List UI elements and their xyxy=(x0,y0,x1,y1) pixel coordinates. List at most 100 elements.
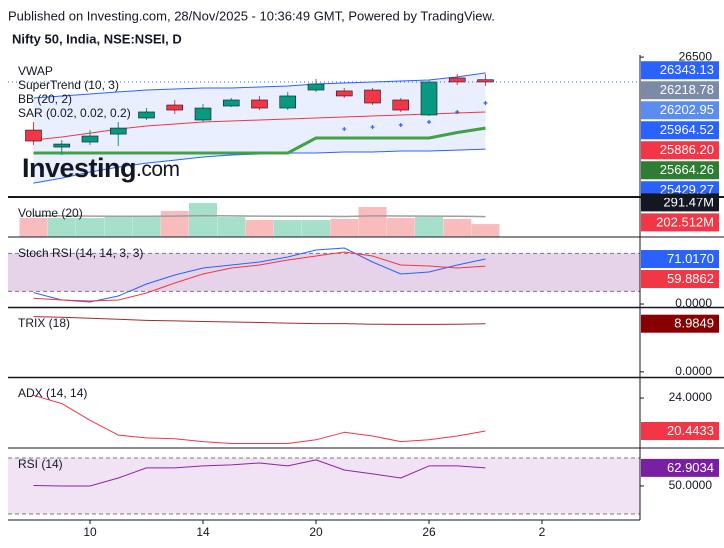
price-label: 71.0170 xyxy=(667,251,714,266)
band-fill xyxy=(8,253,640,292)
price-label: 59.8862 xyxy=(667,271,714,286)
price-label: 25664.26 xyxy=(660,162,714,177)
logo-text: Investing xyxy=(22,153,136,183)
price-label: 26202.95 xyxy=(660,102,714,117)
candle-body xyxy=(138,111,155,119)
volume-bar xyxy=(104,217,133,237)
sar-dot xyxy=(398,123,403,128)
volume-bar xyxy=(132,217,161,237)
price-label: 26343.13 xyxy=(660,62,714,77)
supertrend-line xyxy=(33,126,486,155)
band-fill xyxy=(8,457,640,514)
volume-bar xyxy=(302,220,330,237)
price-label: 202.512M xyxy=(656,214,714,229)
candle-body xyxy=(194,107,212,121)
legend-label: BB (20, 2) xyxy=(18,92,72,106)
x-tick-label: 26 xyxy=(422,525,436,539)
indicator-line xyxy=(33,316,486,325)
published-line: Published on Investing.com, 28/Nov/2025 … xyxy=(8,8,495,23)
y-tick-label: 50.0000 xyxy=(669,478,713,492)
indicator-line xyxy=(33,394,486,444)
legend-label: SAR (0.02, 0.02, 0.2) xyxy=(18,106,131,120)
pane-title: RSI (14) xyxy=(18,457,63,471)
indicator-line xyxy=(33,247,486,303)
candle-body xyxy=(392,99,410,111)
price-label-box xyxy=(641,161,719,180)
pane-frame xyxy=(8,55,724,521)
price-label: 62.9034 xyxy=(667,460,714,475)
y-tick-label: 0.0000 xyxy=(675,296,712,310)
volume-bar xyxy=(217,217,246,237)
price-label-box xyxy=(641,101,719,120)
volume-bar xyxy=(471,224,500,237)
volume-bar xyxy=(76,218,104,237)
volume-bar xyxy=(245,220,274,237)
volume-bar xyxy=(443,218,472,237)
sar-dot xyxy=(455,109,460,114)
price-label: 25964.52 xyxy=(660,122,714,137)
price-label: 291.47M xyxy=(663,194,714,209)
volume-bar xyxy=(189,203,217,237)
candle-body xyxy=(335,90,353,97)
price-label: 25886.20 xyxy=(660,142,714,157)
indicator-line xyxy=(33,251,486,302)
price-label-box xyxy=(641,458,719,477)
volume-bar xyxy=(19,218,48,237)
volume-ma xyxy=(33,214,486,218)
volume-bar xyxy=(330,218,359,237)
logo: Investing.com xyxy=(22,153,180,183)
candle-body xyxy=(448,77,466,83)
bb-middle xyxy=(33,111,486,141)
volume-bar xyxy=(160,210,189,237)
price-label-box xyxy=(641,61,719,80)
pane-title: Volume (20) xyxy=(18,206,83,220)
sar-dot xyxy=(370,125,375,130)
candle-body xyxy=(364,89,381,104)
logo-suffix: .com xyxy=(136,158,180,181)
price-label-box xyxy=(641,81,719,100)
candle-body xyxy=(251,99,268,109)
volume-bar xyxy=(358,206,387,237)
candle-body xyxy=(279,95,297,109)
candle-body xyxy=(307,83,325,91)
indicator-line xyxy=(33,459,486,487)
price-label-box xyxy=(641,422,719,441)
candle-body xyxy=(109,127,127,135)
x-tick-label: 20 xyxy=(309,525,323,539)
y-tick-label: 24.0000 xyxy=(669,390,713,404)
price-label: 8.9849 xyxy=(674,316,714,331)
price-label-box xyxy=(641,213,719,232)
chart-title: Nifty 50, India, NSE:NSEI, D xyxy=(12,31,182,46)
volume-bar xyxy=(273,220,302,237)
pane-title: ADX (14, 14) xyxy=(18,386,87,400)
candle-body xyxy=(166,104,184,111)
legend-label: SuperTrend (10, 3) xyxy=(18,78,119,92)
sar-dot xyxy=(427,120,431,125)
x-tick-label: 14 xyxy=(196,525,210,539)
volume-bar xyxy=(386,218,415,237)
price-label-box xyxy=(641,314,719,333)
sar-dot xyxy=(483,101,488,106)
price-label-box xyxy=(641,250,719,269)
candle-body xyxy=(477,79,494,83)
y-tick-label: 26500 xyxy=(679,49,713,63)
legend-label: VWAP xyxy=(18,64,53,78)
candle-body xyxy=(222,99,240,107)
candle-body xyxy=(25,129,42,142)
price-label-box xyxy=(641,121,719,140)
volume-bar xyxy=(415,217,443,237)
x-tick-label: 10 xyxy=(83,525,97,539)
y-tick-label: 0.0000 xyxy=(675,364,712,378)
pane-title: TRIX (18) xyxy=(18,316,70,330)
bb-upper xyxy=(33,72,486,99)
sar-dot xyxy=(342,127,347,132)
candle-body xyxy=(81,135,99,143)
price-label-box xyxy=(641,270,719,289)
price-label: 20.4433 xyxy=(667,423,714,438)
candle-body xyxy=(53,143,71,148)
candle-body xyxy=(420,81,438,116)
price-label: 26218.78 xyxy=(660,82,714,97)
price-label-box xyxy=(641,141,719,160)
